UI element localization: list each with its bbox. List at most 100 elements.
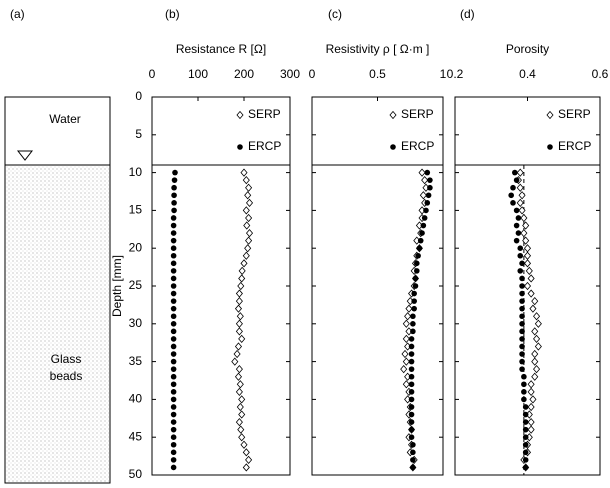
serp-point [237,313,243,320]
serp-point [525,283,531,290]
ercp-point [514,223,520,229]
ercp-point [171,434,177,440]
ercp-point [418,238,424,244]
serp-point [239,335,245,342]
serp-point [243,207,249,214]
ercp-point [516,230,522,236]
serp-point [517,184,523,191]
ercp-point [409,366,415,372]
ercp-point [171,298,177,304]
ercp-point [171,253,177,259]
serp-point [528,419,534,426]
serp-point [241,260,247,267]
y-tick-label: 10 [129,165,143,179]
serp-point [532,351,538,358]
ercp-point [409,419,415,425]
serp-point [532,328,538,335]
ercp-point [171,366,177,372]
ercp-point [512,170,518,176]
serp-point [247,230,253,237]
ercp-point [171,313,177,319]
x-tick-label: 0.2 [447,67,464,81]
legend-label: SERP [558,107,591,121]
ercp-point [424,200,430,206]
ercp-point [171,215,177,221]
serp-point [241,441,247,448]
figure: Water Glass beads (a) (b) (c) (d) Resist… [0,0,610,488]
y-tick-label: 0 [135,89,142,103]
beads-label: beads [50,369,83,383]
ercp-point [409,336,415,342]
serp-point [246,456,252,463]
x-axis-title: Resistivity ρ [ Ω·m ] [326,42,430,56]
x-tick-label: 0 [149,67,156,81]
ercp-point [508,192,514,198]
y-axis-title: Depth [mm] [110,255,124,317]
ercp-point [171,336,177,342]
x-axis-title: Resistance R [Ω] [176,42,266,56]
ercp-point [171,427,177,433]
serp-point [390,112,396,119]
serp-point [534,313,540,320]
serp-point [236,298,242,305]
legend-label: ERCP [401,139,434,153]
ercp-point [171,185,177,191]
ercp-point [523,442,529,448]
legend-label: ERCP [558,139,591,153]
ercp-point [409,434,415,440]
serp-point [547,112,553,119]
serp-point [403,358,409,365]
ercp-point [517,245,523,251]
ercp-point [410,450,416,456]
serp-point [528,426,534,433]
serp-point [528,388,534,395]
y-tick-label: 45 [129,429,143,443]
ercp-point [415,253,421,259]
serp-point [246,184,252,191]
serp-point [237,112,243,119]
ercp-point [421,223,427,229]
serp-point [521,230,527,237]
ercp-point [523,450,529,456]
serp-point [521,214,527,221]
ercp-point [171,419,177,425]
serp-point [245,245,251,252]
ercp-point [411,298,417,304]
serp-point [232,358,238,365]
panel-label: (b) [165,7,180,21]
ercp-point [410,442,416,448]
ercp-point [523,427,529,433]
ercp-point [519,336,525,342]
ercp-point [410,313,416,319]
ercp-point [171,457,177,463]
ercp-point [519,291,525,297]
y-tick-label: 35 [129,354,143,368]
ercp-point [516,215,522,221]
y-tick-label: 40 [129,392,143,406]
serp-point [526,267,532,274]
ercp-point [519,359,525,365]
ercp-point [519,306,525,312]
x-tick-label: 1 [440,67,447,81]
ercp-point [410,465,416,471]
ercp-point [171,344,177,350]
plot-frame [312,97,443,475]
ercp-point [171,230,177,236]
serp-point [528,381,534,388]
ercp-point [390,144,396,150]
ercp-point [523,412,529,418]
ercp-point [514,238,520,244]
ercp-point [413,276,419,282]
ercp-point [171,374,177,380]
ercp-point [422,215,428,221]
ercp-point [409,344,415,350]
ercp-point [510,185,516,191]
y-tick-label: 30 [129,316,143,330]
x-tick-label: 100 [188,67,208,81]
ercp-point [410,457,416,463]
ercp-point [519,366,525,372]
ercp-point [171,442,177,448]
ercp-point [171,359,177,365]
ercp-point [237,144,243,150]
ercp-point [523,457,529,463]
